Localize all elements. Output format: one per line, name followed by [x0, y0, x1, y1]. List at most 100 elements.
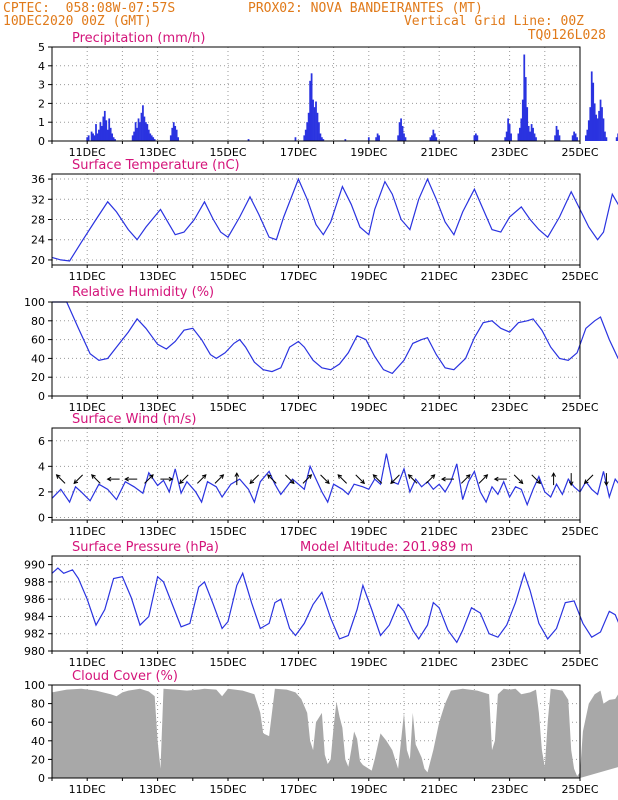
y-tick-label: 36 [31, 173, 45, 186]
x-tick-label: 17DEC [280, 525, 317, 538]
y-tick-label: 1 [38, 116, 45, 129]
precip-bar [599, 99, 602, 141]
precip-bar [530, 124, 533, 141]
y-tick-label: 0 [38, 390, 45, 403]
panel-4: Surface Wind (m/s) 0 2 4 6 11DEC 13DEC 15DEC 17D… [38, 412, 618, 538]
precip-bar [529, 131, 532, 141]
x-tick-label: 23DEC [491, 270, 528, 283]
y-tick-label: 2 [38, 97, 45, 110]
wind-arrow-shaft [531, 474, 541, 484]
wind-arrow-shaft [214, 474, 224, 484]
precip-bar [105, 120, 108, 141]
precip-bar [307, 112, 310, 141]
precip-bar [86, 137, 89, 141]
wind-arrow [267, 474, 277, 484]
y-tick-label: 6 [38, 435, 45, 448]
x-tick-label: 13DEC [139, 656, 176, 669]
y-tick-label: 4 [38, 60, 45, 73]
precip-bar [435, 137, 438, 141]
wind-arrow [478, 474, 489, 484]
wind-arrow-shaft [408, 474, 418, 484]
precip-bar [508, 124, 511, 141]
precip-bar [152, 137, 155, 141]
x-tick-label: 17DEC [280, 783, 317, 796]
precip-bar [309, 80, 312, 141]
panel-frame [51, 46, 581, 142]
wind-arrow-head [518, 479, 524, 485]
precip-bar [375, 137, 378, 141]
precip-bar [557, 129, 559, 141]
wind-arrow [197, 474, 207, 484]
wind-arrow-shaft [478, 474, 488, 484]
wind-arrow-head [483, 474, 489, 479]
precip-bar [109, 127, 112, 141]
y-tick-label: 28 [31, 214, 45, 227]
wind-arrow [355, 474, 365, 485]
wind-arrow-head [179, 479, 184, 485]
y-tick-label: 100 [24, 679, 45, 692]
x-tick-label: 11DEC [69, 270, 106, 283]
x-tick-label: 23DEC [491, 146, 528, 159]
precip-bar [476, 135, 479, 141]
precip-bar [172, 122, 175, 141]
precip-bar [574, 133, 577, 141]
y-tick-label: 2 [38, 486, 45, 499]
precip-bar [571, 135, 574, 141]
precip-bar [137, 118, 140, 141]
precip-bar [312, 99, 314, 141]
wind-arrow [91, 474, 101, 484]
header-run-date: 10DEC2020 00Z (GMT) [3, 14, 152, 29]
y-tick-label: 32 [31, 193, 45, 206]
wind-arrow-shaft [179, 474, 189, 484]
precip-bar [404, 137, 407, 141]
x-tick-label: 25DEC [561, 525, 598, 538]
x-tick-label: 25DEC [561, 146, 598, 159]
wind-arrow-shaft [390, 474, 400, 484]
y-tick-label: 24 [31, 234, 45, 247]
precip-bar [111, 133, 114, 141]
wind-arrow [144, 474, 154, 484]
precip-bar [602, 118, 605, 141]
wind-arrow [106, 476, 120, 482]
x-tick-label: 23DEC [491, 783, 528, 796]
wind-arrow-shaft [285, 474, 295, 484]
wind-arrow [551, 472, 556, 486]
wind-arrow-head [337, 474, 343, 479]
wind-arrow [302, 474, 313, 484]
precip-bar [397, 135, 400, 141]
wind-arrow [285, 474, 295, 485]
x-tick-label: 13DEC [139, 401, 176, 414]
wind-arrow [461, 474, 471, 484]
wind-arrow-shaft [249, 474, 259, 484]
wind-arrow-shaft [73, 474, 83, 484]
wind-arrow-head [390, 479, 395, 485]
panel-annotation: Model Altitude: 201.989 m [300, 540, 473, 555]
precip-bar [144, 122, 147, 141]
precip-bar [322, 139, 325, 141]
panel-6: Cloud Cover (%) 0 20 40 60 80 100 11DEC 13DEC 15D… [24, 669, 618, 796]
precip-bar [106, 129, 109, 141]
header-code: TQ0126L028 [527, 28, 606, 43]
x-tick-label: 19DEC [350, 270, 387, 283]
precip-bar [294, 137, 297, 141]
wind-arrow-head [568, 481, 574, 487]
panel-5: Surface Pressure (hPa) Model Altitude: 20… [24, 540, 618, 669]
precip-bar [177, 137, 180, 141]
wind-arrow [234, 472, 240, 486]
y-tick-label: 80 [31, 315, 45, 328]
precip-bar [146, 124, 149, 141]
precip-bar [93, 135, 96, 141]
wind-arrow-head [604, 481, 609, 487]
panel-frame [51, 427, 581, 521]
wind-arrow-head [465, 474, 471, 479]
panel-title: Surface Pressure (hPa) [72, 540, 219, 555]
x-tick-label: 25DEC [561, 656, 598, 669]
precip-bar [605, 137, 608, 141]
panel-frame [51, 173, 581, 266]
precip-bar [521, 99, 524, 141]
wind-arrow-head [440, 476, 446, 482]
precip-bar [114, 139, 116, 141]
x-tick-label: 25DEC [561, 401, 598, 414]
precip-bar [134, 122, 137, 141]
x-tick-label: 21DEC [421, 146, 458, 159]
